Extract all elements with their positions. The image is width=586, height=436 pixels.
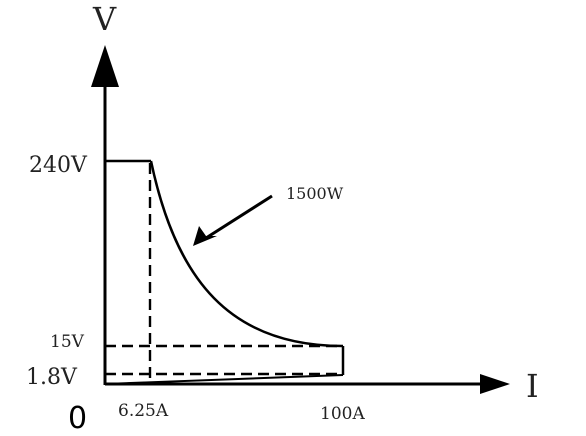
- constant-power-curve: [149, 160, 344, 348]
- x-tick-6-25a: 6.25A: [118, 401, 169, 421]
- y-axis-label: V: [92, 0, 117, 38]
- y-axis-arrowhead: [91, 45, 119, 87]
- x-axis-label: I: [526, 367, 539, 405]
- x-axis-arrowhead: [480, 374, 510, 394]
- origin-label: 0: [68, 401, 87, 436]
- power-annotation-arrowhead: [193, 226, 217, 246]
- power-annotation-label: 1500W: [286, 184, 344, 203]
- y-tick-15v: 15V: [50, 332, 85, 352]
- min-voltage-slope-segment: [104, 374, 344, 385]
- x-tick-100a: 100A: [320, 404, 365, 424]
- power-annotation-arrow-shaft: [205, 194, 273, 240]
- y-tick-240v: 240V: [29, 153, 88, 178]
- y-tick-1-8v: 1.8V: [26, 365, 78, 390]
